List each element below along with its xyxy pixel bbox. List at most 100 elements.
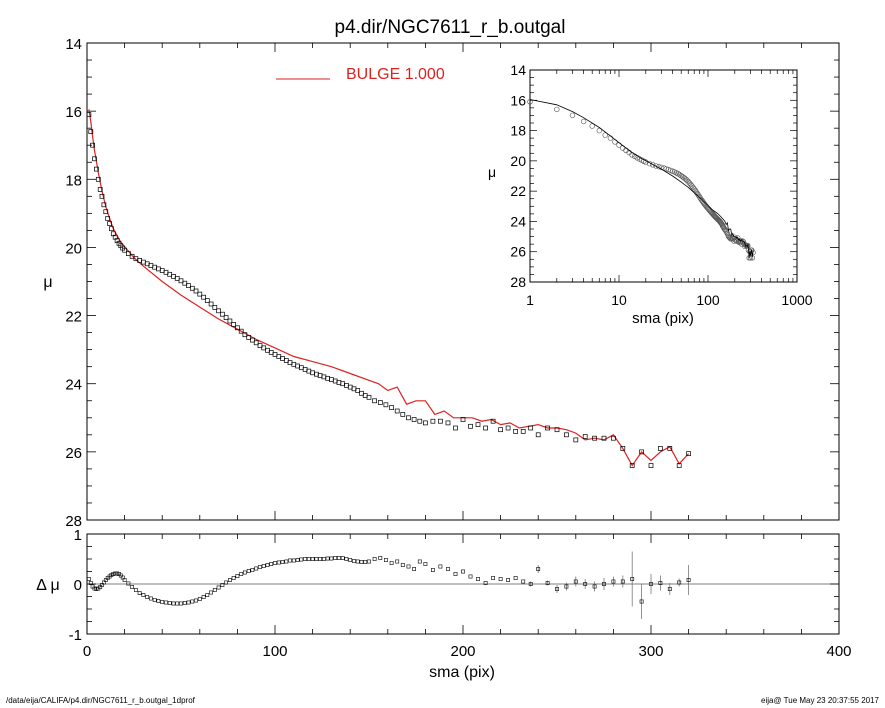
data-point-marker — [582, 434, 588, 439]
residual-data-point — [498, 577, 503, 581]
inset-data-point — [734, 238, 740, 244]
inset-data-point — [696, 193, 703, 200]
data-point-marker — [227, 318, 233, 324]
residual-data-point — [130, 585, 135, 589]
data-point-marker — [272, 352, 278, 357]
data-point-marker — [216, 308, 221, 314]
residual-data-point — [352, 559, 356, 563]
inset-panel: 14 16 18 20 22 24 26 28 1 10 100 1000 sma (pix) μ — [488, 62, 813, 327]
residual-data-point — [336, 556, 341, 560]
legend-label: BULGE 1.000 — [346, 66, 445, 83]
data-point-marker — [253, 340, 259, 346]
inset-y-tick-label: 28 — [510, 274, 526, 290]
y-tick-label: 26 — [65, 445, 82, 462]
data-point-marker — [400, 412, 406, 417]
inset-model-line — [529, 99, 754, 258]
data-point-marker — [601, 435, 607, 441]
residual-data-point — [583, 582, 588, 586]
data-point-marker — [250, 337, 255, 343]
main-y-axis-label: μ — [43, 274, 52, 291]
residual-data-point — [269, 562, 274, 566]
inset-data-point — [726, 234, 733, 241]
residual-data-point — [280, 560, 285, 564]
residual-data-point — [90, 584, 95, 589]
residual-data-point — [186, 600, 191, 605]
data-point-marker — [212, 305, 218, 310]
data-point-marker — [389, 405, 394, 410]
residual-data-point — [476, 577, 480, 581]
data-point-marker — [109, 226, 114, 232]
data-point-marker — [242, 332, 248, 338]
data-point-marker — [564, 432, 569, 438]
inset-x-tick-label: 100 — [696, 292, 720, 308]
residual-y-tick-labels: 1 0 -1 — [69, 527, 82, 644]
y-tick-label: 20 — [65, 240, 82, 257]
inset-data-point — [554, 106, 560, 113]
inset-data-point — [723, 229, 730, 235]
residual-data-point — [284, 559, 289, 564]
residual-data-point — [152, 598, 157, 602]
data-point-marker — [676, 463, 682, 468]
data-point-marker — [498, 427, 503, 433]
residual-data-point — [220, 583, 225, 587]
residual-data-point — [194, 598, 198, 603]
inset-data-point — [650, 162, 656, 168]
data-point-marker — [347, 384, 353, 390]
residual-data-point — [164, 600, 168, 605]
data-point-marker — [377, 400, 383, 405]
residual-x-tick-label: 400 — [826, 643, 851, 660]
data-point-marker — [193, 288, 199, 294]
data-point-marker — [505, 425, 511, 431]
inset-y-tick-label: 24 — [510, 213, 526, 229]
residual-data-point — [201, 595, 206, 599]
data-point-marker — [554, 427, 560, 433]
data-point-marker — [129, 253, 135, 259]
inset-data-point — [695, 192, 702, 198]
data-point-marker — [438, 418, 443, 424]
residual-data-point — [417, 559, 422, 564]
data-point-marker — [475, 422, 481, 427]
inset-y-axis-label: μ — [488, 164, 496, 180]
residual-data-point — [355, 559, 360, 564]
data-point-marker — [545, 425, 550, 431]
residual-data-point — [295, 558, 300, 562]
residual-data-point — [291, 558, 296, 563]
data-point-marker — [417, 418, 423, 424]
residual-data-point — [491, 576, 496, 580]
residual-data-point — [100, 583, 104, 587]
residual-data-point — [111, 572, 116, 576]
data-point-marker — [310, 370, 315, 376]
data-point-marker — [366, 394, 372, 400]
inset-data-point — [697, 195, 703, 201]
residual-data-point — [649, 582, 653, 586]
residual-data-point — [620, 579, 625, 584]
residual-data-point — [406, 564, 411, 569]
data-point-marker — [97, 187, 103, 192]
residual-x-tick-label: 100 — [262, 643, 287, 660]
residual-data-point — [209, 590, 214, 595]
residual-data-point — [329, 556, 334, 561]
data-point-marker — [355, 388, 361, 393]
residual-data-point — [340, 556, 345, 560]
data-point-marker — [460, 417, 466, 422]
residual-data-point — [564, 584, 569, 589]
data-point-marker — [208, 301, 214, 307]
residual-data-point — [318, 557, 323, 561]
main-axis-ticks — [86, 42, 840, 521]
inset-axis-ticks — [529, 69, 797, 283]
data-point-marker — [329, 377, 334, 382]
residual-data-point — [430, 568, 435, 572]
residual-data-point — [156, 599, 161, 603]
data-point-marker — [178, 278, 184, 284]
residual-data-point — [686, 578, 691, 582]
inset-y-tick-label: 16 — [510, 92, 526, 108]
data-point-marker — [235, 325, 240, 331]
residual-data-point — [113, 571, 118, 576]
residual-x-tick-label: 300 — [638, 643, 663, 660]
inset-x-tick-labels: 1 10 100 1000 — [526, 292, 813, 308]
data-point-marker — [648, 463, 654, 468]
data-point-marker — [197, 291, 203, 297]
inset-x-tick-label: 10 — [611, 292, 627, 308]
data-point-marker — [231, 322, 236, 327]
residual-data-point — [513, 576, 518, 580]
